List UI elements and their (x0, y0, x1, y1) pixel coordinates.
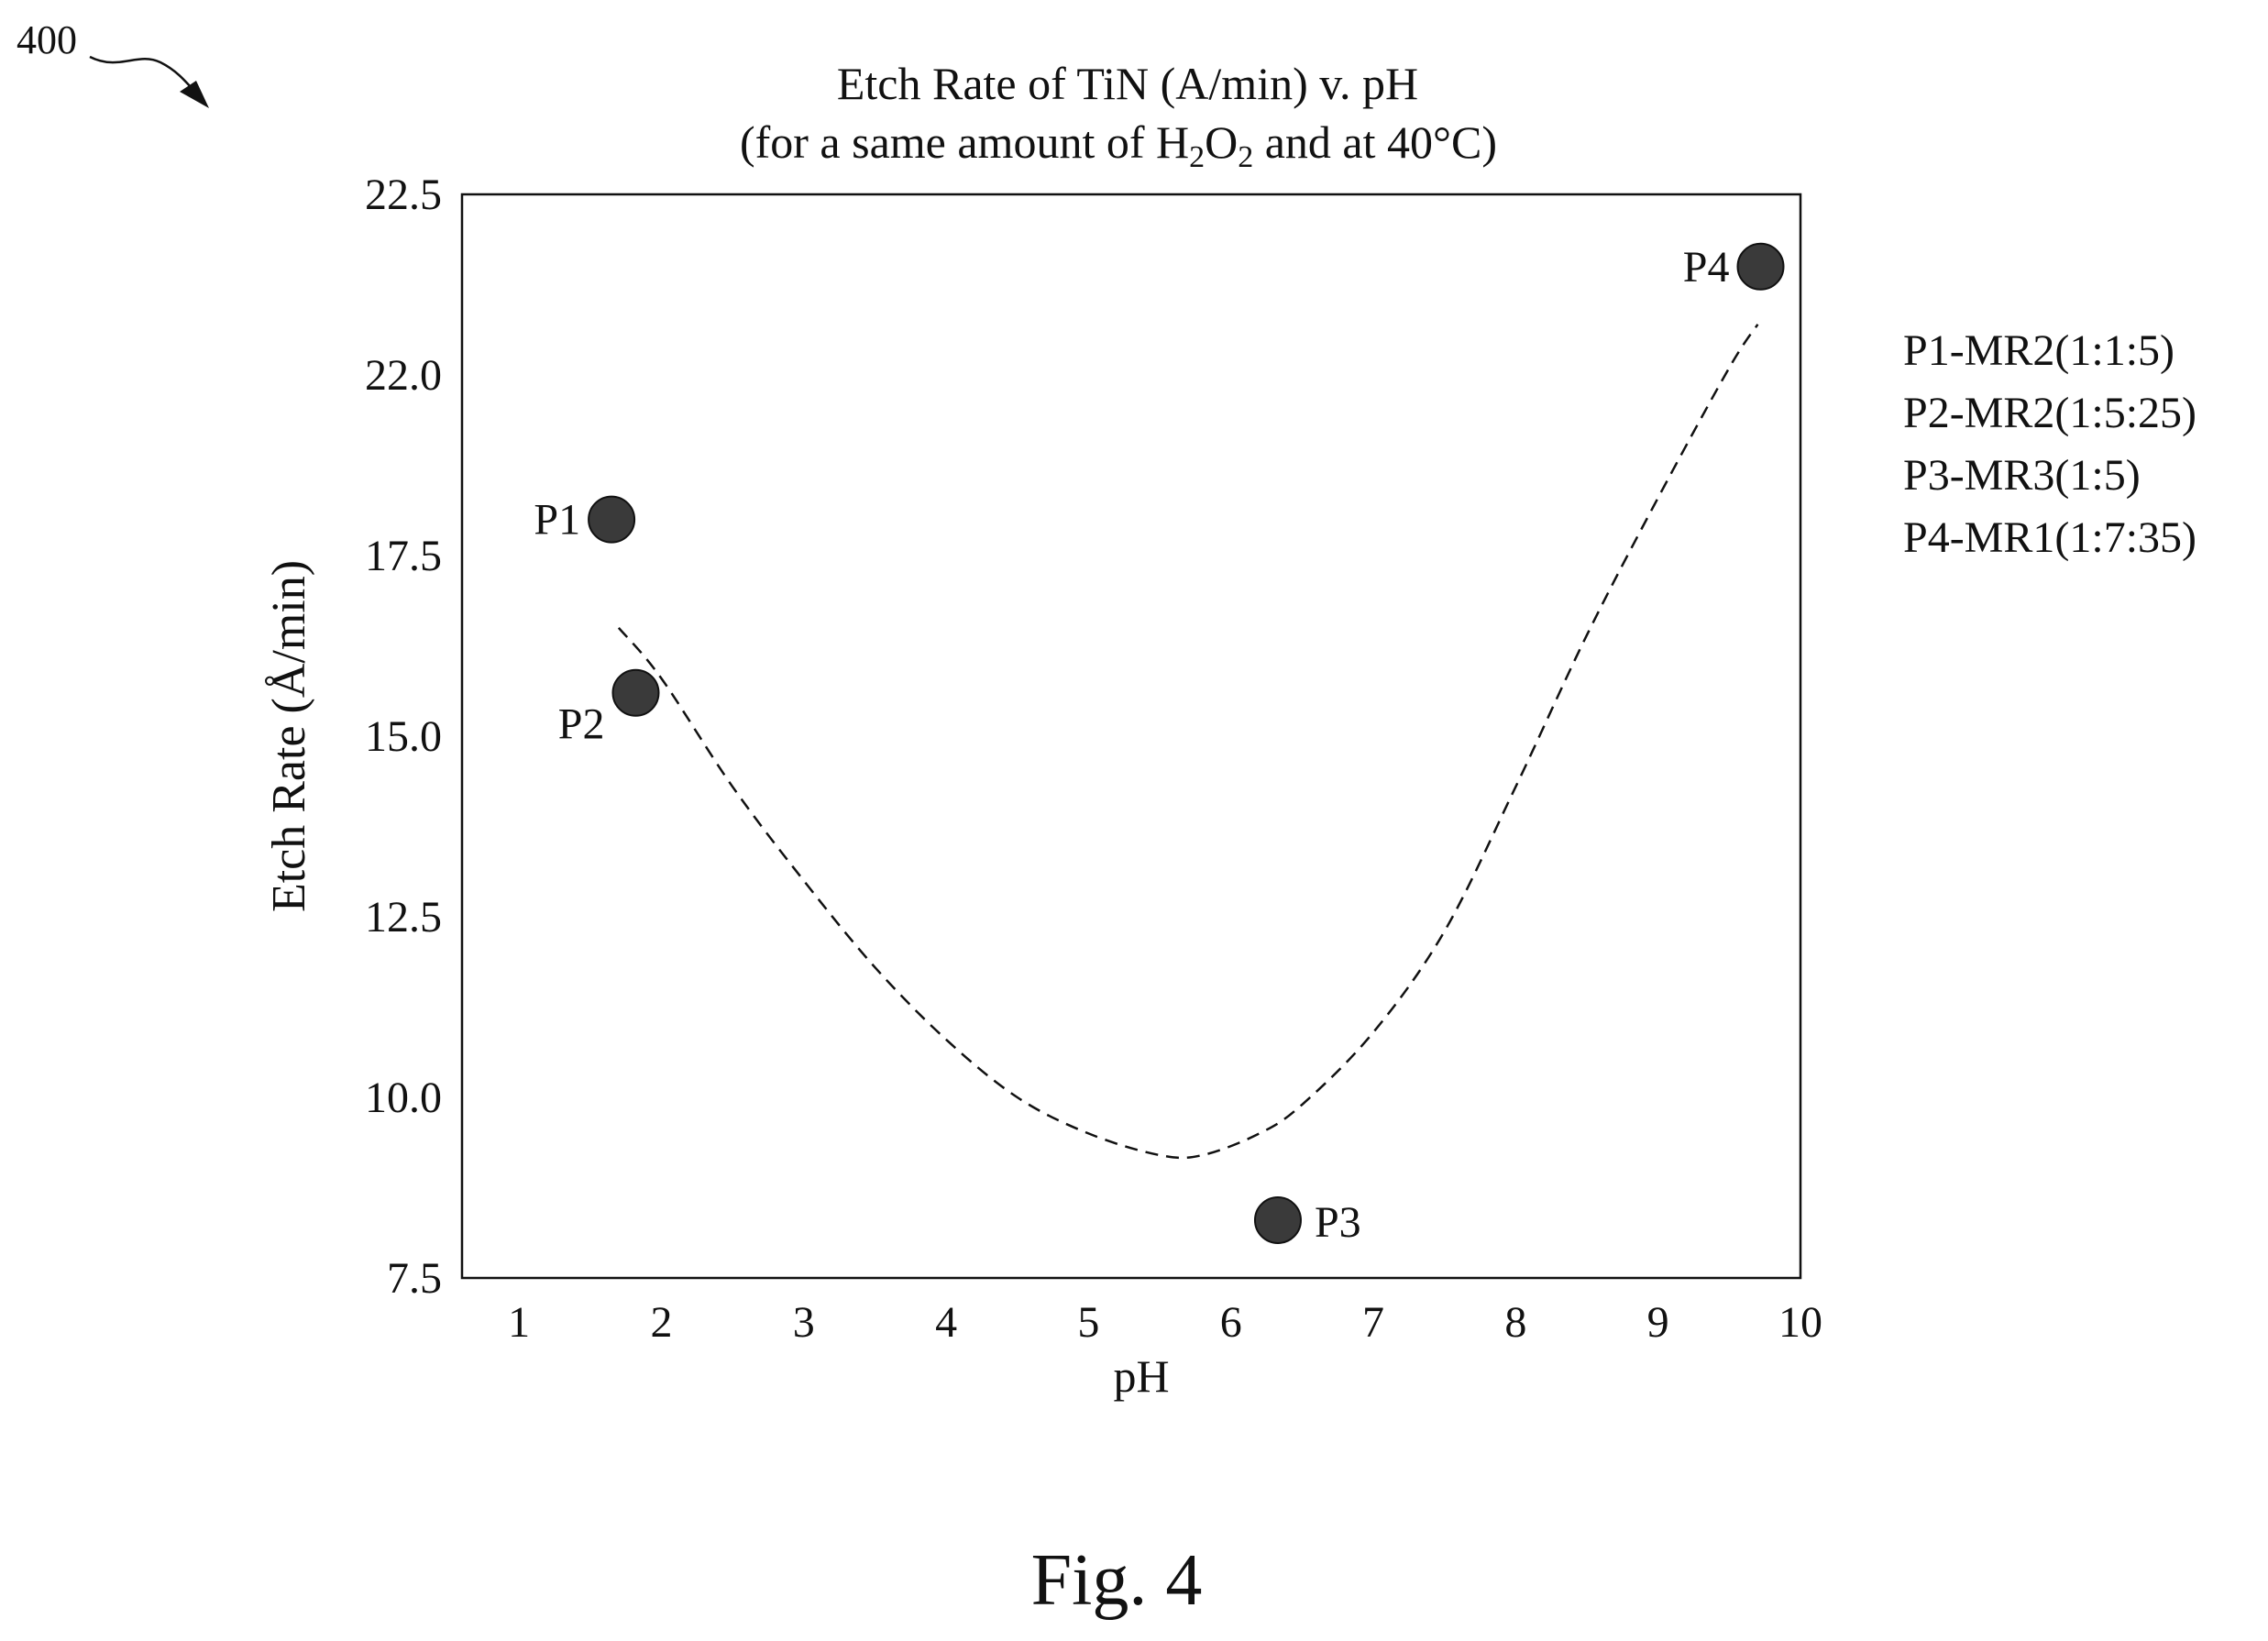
legend-entry-p3: P3-MR3(1:5) (1903, 451, 2141, 500)
point-label-p2: P2 (558, 700, 605, 749)
y-axis-ticks: 7.5 10.0 12.5 15.0 17.5 22.0 22.5 (365, 171, 442, 1303)
y-tick-label: 7.5 (387, 1254, 442, 1303)
x-axis-label: pH (1113, 1350, 1169, 1402)
point-label-p4: P4 (1683, 243, 1730, 292)
reference-arrow-head (180, 81, 209, 108)
y-tick-label: 12.5 (365, 893, 442, 942)
x-tick-label: 7 (1362, 1298, 1384, 1347)
y-tick-label: 22.0 (365, 351, 442, 400)
point-label-p3: P3 (1315, 1198, 1361, 1247)
x-tick-label: 10 (1778, 1298, 1822, 1347)
chart-title: Etch Rate of TiN (A/min) v. pH (837, 58, 1418, 109)
legend-entry-p2: P2-MR2(1:5:25) (1903, 389, 2196, 437)
legend-entry-p1: P1-MR2(1:1:5) (1903, 326, 2174, 375)
reference-numeral: 400 (17, 17, 77, 62)
y-tick-label: 15.0 (365, 712, 442, 761)
y-axis-label: Etch Rate (Å/min) (263, 560, 315, 912)
data-points: P1 P2 P3 P4 (534, 242, 1785, 1247)
reference-arrow-line (89, 55, 201, 98)
point-marker-p2 (611, 668, 660, 717)
legend-entry-p4: P4-MR1(1:7:35) (1903, 513, 2196, 562)
x-tick-label: 8 (1504, 1298, 1526, 1347)
x-tick-label: 2 (650, 1298, 672, 1347)
y-tick-label: 10.0 (365, 1074, 442, 1122)
point-label-p1: P1 (534, 496, 580, 545)
plot-frame (460, 193, 1802, 1280)
legend: P1-MR2(1:1:5) P2-MR2(1:5:25) P3-MR3(1:5)… (1903, 326, 2196, 562)
x-tick-label: 4 (935, 1298, 957, 1347)
x-tick-label: 3 (793, 1298, 815, 1347)
x-tick-label: 5 (1077, 1298, 1099, 1347)
trend-line (617, 324, 1759, 1160)
point-marker-p3 (1253, 1195, 1302, 1244)
x-axis-ticks: 1 2 3 4 5 6 7 8 9 10 (508, 1298, 1822, 1347)
y-tick-label: 22.5 (365, 171, 442, 219)
y-tick-label: 17.5 (365, 532, 442, 580)
point-marker-p1 (588, 495, 636, 544)
figure-caption: Fig. 4 (1031, 1540, 1203, 1621)
x-tick-label: 1 (508, 1298, 530, 1347)
chart-subtitle: (for a same amount of H2O2 and at 40°C) (740, 116, 1497, 174)
x-tick-label: 6 (1220, 1298, 1242, 1347)
point-marker-p4 (1736, 242, 1785, 291)
x-tick-label: 9 (1647, 1298, 1669, 1347)
